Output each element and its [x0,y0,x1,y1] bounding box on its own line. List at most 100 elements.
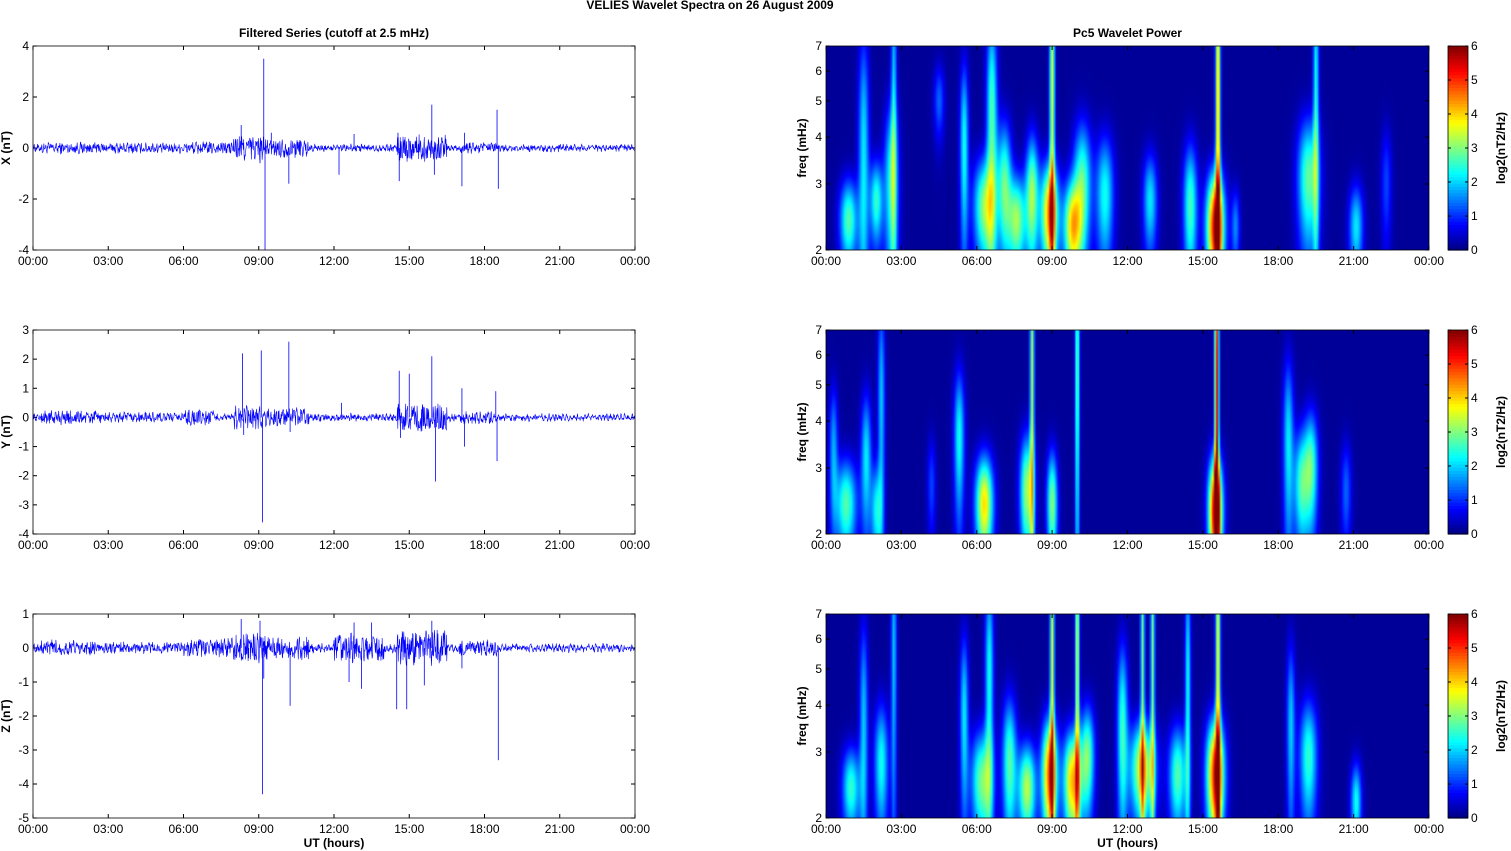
colorbar-step [1448,767,1468,771]
y-tick-label: 3 [815,461,822,475]
colorbar-step [1448,508,1468,513]
colorbar-step [1448,690,1468,695]
y-tick-label: -2 [18,192,29,206]
colorbar-step [1448,444,1468,449]
colorbar-step [1448,234,1468,238]
colorbar-step [1448,333,1468,337]
colorbar-step [1448,199,1468,203]
x-tick-label: 18:00 [1263,254,1293,268]
colorbar-step [1448,384,1468,388]
colorbar-step [1448,527,1468,532]
colorbar-step [1448,195,1468,200]
y-tick-label: -1 [18,675,29,689]
colorbar-step [1448,100,1468,104]
colorbar-step [1448,55,1468,60]
colorbar-step [1448,61,1468,66]
colorbar-step [1448,652,1468,657]
y-tick-label: 2 [22,90,29,104]
x-tick-label: 18:00 [1263,538,1293,552]
x-tick-label: 03:00 [93,254,123,268]
colorbar-step [1448,814,1468,819]
colorbar-step [1448,741,1468,746]
x-tick-label: 15:00 [394,822,424,836]
colorbar-tick-label: 6 [1471,607,1478,621]
x-tick-label: 09:00 [244,254,274,268]
colorbar-step [1448,246,1468,251]
colorbar-step [1448,505,1468,510]
colorbar-step [1448,138,1468,143]
colorbar-step [1448,345,1468,350]
colorbar-step [1448,665,1468,669]
colorbar-step [1448,744,1468,749]
colorbar-step [1448,361,1468,366]
colorbar-step [1448,511,1468,516]
colorbar-step [1448,141,1468,146]
colorbar-step [1448,696,1468,701]
colorbar-step [1448,674,1468,679]
colorbar-step [1448,179,1468,184]
y-tick-label: 4 [22,39,29,53]
colorbar-step [1448,463,1468,468]
wavelet-power-map [826,614,1429,818]
x-axis-label: UT (hours) [1097,836,1158,850]
colorbar-step [1448,46,1468,50]
colorbar-step [1448,58,1468,63]
colorbar-step [1448,71,1468,76]
colorbar-step [1448,339,1468,344]
colorbar-step [1448,240,1468,245]
colorbar-step [1448,97,1468,101]
colorbar-step [1448,747,1468,752]
colorbar-tick-label: 5 [1471,641,1478,655]
colorbar-tick-label: 0 [1471,243,1478,257]
colorbar-step [1448,483,1468,487]
colorbar-step [1448,214,1468,219]
colorbar-step [1448,135,1468,140]
y-tick-label: 1 [22,381,29,395]
colorbar-step [1448,457,1468,462]
y-axis-label: X (nT) [0,131,13,165]
colorbar-step [1448,74,1468,79]
colorbar-step [1448,65,1468,69]
colorbar-step [1448,90,1468,95]
colorbar-step [1448,202,1468,206]
colorbar-step [1448,435,1468,439]
x-tick-label: 21:00 [1339,538,1369,552]
x-tick-label: 09:00 [244,822,274,836]
y-tick-label: 7 [815,39,822,53]
panel-y-wavelet: 2 3 4 5 6 7 00:00 03:00 06:00 09:00 12:00 15:00 18:0… [795,323,1508,552]
x-tick-label: 00:00 [620,538,650,552]
colorbar-tick-label: 3 [1471,141,1478,155]
colorbar-step [1448,148,1468,152]
y-tick-label: -4 [18,777,29,791]
colorbar-step [1448,218,1468,222]
y-tick-label: 4 [815,698,822,712]
y-tick-label: 4 [815,414,822,428]
x-tick-label: 03:00 [93,538,123,552]
colorbar-step [1448,208,1468,213]
colorbar-step [1448,731,1468,736]
colorbar-step [1448,52,1468,57]
x-tick-label: 06:00 [168,538,198,552]
colorbar-step [1448,368,1468,373]
colorbar-step [1448,798,1468,803]
y-tick-label: 7 [815,607,822,621]
colorbar: 0 1 2 3 4 5 6 log2(nT2/Hz) [1447,323,1508,541]
colorbar-step [1448,432,1468,436]
colorbar-tick-label: 1 [1471,777,1478,791]
x-tick-label: 15:00 [1188,822,1218,836]
y-tick-label: 6 [815,348,822,362]
colorbar-step [1448,467,1468,471]
colorbar-step [1448,160,1468,165]
colorbar-step [1448,633,1468,637]
colorbar-step [1448,84,1468,89]
colorbar-step [1448,406,1468,411]
colorbar-step [1448,802,1468,806]
y-tick-label: 0 [22,141,29,155]
colorbar-step [1448,125,1468,130]
y-tick-label: 2 [815,243,822,257]
colorbar-step [1448,629,1468,634]
colorbar-step [1448,87,1468,92]
x-tick-label: 06:00 [962,538,992,552]
colorbar-tick-label: 0 [1471,527,1478,541]
colorbar-step [1448,349,1468,353]
